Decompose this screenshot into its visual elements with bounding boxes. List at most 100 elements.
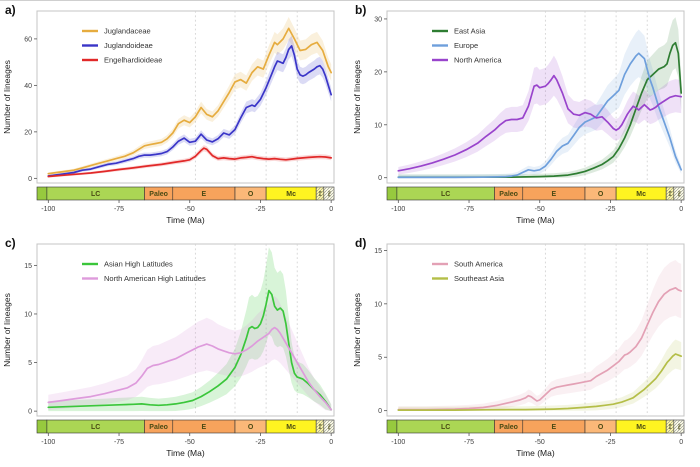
x-tick-label: -100 <box>41 206 55 213</box>
legend-label-europe: Europe <box>454 41 478 50</box>
x-tick-label: 0 <box>679 206 683 213</box>
y-tick-label: 10 <box>24 311 32 318</box>
x-tick-label: -25 <box>605 439 615 446</box>
y-tick-label: 0 <box>378 408 382 415</box>
timescale-label-mc: Mc <box>636 191 646 198</box>
y-axis-title: Number of lineages <box>2 60 12 134</box>
x-tick-label: -50 <box>185 206 195 213</box>
timescale-hatch <box>666 420 674 433</box>
timescale-hatch <box>323 187 334 200</box>
timescale-label-lc: LC <box>441 424 450 431</box>
timescale-label-paleo: Paleo <box>149 424 168 431</box>
series-line-south-america <box>397 286 683 411</box>
timescale-segment-seg <box>386 419 398 434</box>
y-tick-label: 0 <box>28 409 32 416</box>
panel-c-chart: Asian High Latitudes North American High … <box>2 243 335 458</box>
x-tick-label: -25 <box>255 439 265 446</box>
timescale-label-paleo: Paleo <box>499 424 518 431</box>
timescale-label-pli: Pli <box>667 424 672 429</box>
legend-label-north-american-high-latitudes: North American High Latitudes <box>104 274 206 283</box>
timescale-label-ple: Ple <box>326 423 331 430</box>
legend-label-southeast-asia: Southeast Asia <box>454 274 505 283</box>
panel-d: d) South America Southeast Asia 0 5 10 15 Numb… <box>350 234 700 467</box>
legend-label-north-america: North America <box>454 56 502 65</box>
series-line-east-asia <box>397 41 683 179</box>
x-tick-label: -50 <box>535 439 545 446</box>
timescale-label-e: E <box>552 191 557 198</box>
timescale-label-ple: Ple <box>676 190 681 197</box>
x-axis-title: Time (Ma) <box>166 448 205 458</box>
timescale-segment-seg <box>36 186 48 201</box>
legend-label-east-asia: East Asia <box>454 27 486 36</box>
plot-area <box>386 243 685 417</box>
timescale-label-e: E <box>202 191 207 198</box>
series-line-europe <box>397 52 683 179</box>
series-line-juglandaceae <box>47 27 333 175</box>
timescale-hatch <box>666 187 674 200</box>
x-tick-label: -25 <box>255 206 265 213</box>
series-band-asian-high-latitudes <box>48 247 332 412</box>
series-line-engelhardioideae <box>47 147 333 178</box>
y-tick-label: 5 <box>28 360 32 367</box>
timescale-hatch <box>673 420 684 433</box>
panel-a: a) Juglandaceae Juglandoideae Engelhardioi… <box>0 1 350 234</box>
x-tick-label: -100 <box>41 439 55 446</box>
y-tick-label: 15 <box>374 248 382 255</box>
legend-label-engelhardioideae: Engelhardioideae <box>104 56 162 65</box>
panel-label-b: b) <box>355 3 367 17</box>
x-tick-label: 0 <box>679 439 683 446</box>
x-tick-label: -100 <box>391 206 405 213</box>
x-tick-label: -75 <box>464 206 474 213</box>
x-tick-label: -50 <box>535 206 545 213</box>
timescale-segment-seg <box>386 186 398 201</box>
legend-label-asian-high-latitudes: Asian High Latitudes <box>104 260 173 269</box>
legend-label-south-america: South America <box>454 260 504 269</box>
timescale-label-mc: Mc <box>286 191 296 198</box>
plot-area <box>386 10 685 184</box>
y-tick-label: 15 <box>24 263 32 270</box>
timescale-label-e: E <box>202 424 207 431</box>
series-line-north-american-high-latitudes <box>47 326 333 411</box>
series-line-southeast-asia <box>397 353 683 411</box>
timescale-label-o: O <box>598 191 604 198</box>
panel-label-c: c) <box>5 236 16 250</box>
panel-d-chart: South America Southeast Asia 0 5 10 15 Number … <box>352 243 685 458</box>
timescale-label-pli: Pli <box>317 424 322 429</box>
y-tick-label: 5 <box>378 355 382 362</box>
y-axis-title: Number of lineages <box>2 293 12 367</box>
timescale-label-paleo: Paleo <box>499 191 518 198</box>
panel-label-d: d) <box>355 236 367 250</box>
timescale-hatch <box>323 420 334 433</box>
timescale-hatch <box>316 187 324 200</box>
series-line-juglandoideae <box>47 45 333 177</box>
y-tick-label: 0 <box>378 175 382 182</box>
timescale-hatch <box>316 420 324 433</box>
timescale-hatch <box>673 187 684 200</box>
y-tick-label: 0 <box>28 176 32 183</box>
timescale-label-mc: Mc <box>636 424 646 431</box>
series-line-north-america <box>397 74 683 172</box>
timescale-label-paleo: Paleo <box>149 191 168 198</box>
legend-label-juglandaceae: Juglandaceae <box>104 27 151 36</box>
y-tick-label: 60 <box>24 36 32 43</box>
x-tick-label: -75 <box>114 439 124 446</box>
plot-area <box>36 10 335 184</box>
x-axis-title: Time (Ma) <box>166 215 205 225</box>
panel-label-a: a) <box>5 3 16 17</box>
y-tick-label: 20 <box>24 129 32 136</box>
timescale-label-pli: Pli <box>667 191 672 196</box>
x-tick-label: -75 <box>464 439 474 446</box>
x-tick-label: -50 <box>185 439 195 446</box>
timescale-label-lc: LC <box>91 191 100 198</box>
y-axis-title: Number of lineages <box>352 60 362 134</box>
timescale-segment-seg <box>36 419 48 434</box>
timescale-label-lc: LC <box>91 424 100 431</box>
timescale-label-lc: LC <box>441 191 450 198</box>
timescale-label-mc: Mc <box>286 424 296 431</box>
x-tick-label: 0 <box>329 439 333 446</box>
y-tick-label: 10 <box>374 301 382 308</box>
y-tick-label: 30 <box>374 16 382 23</box>
timescale-label-ple: Ple <box>676 423 681 430</box>
y-tick-label: 10 <box>374 122 382 129</box>
